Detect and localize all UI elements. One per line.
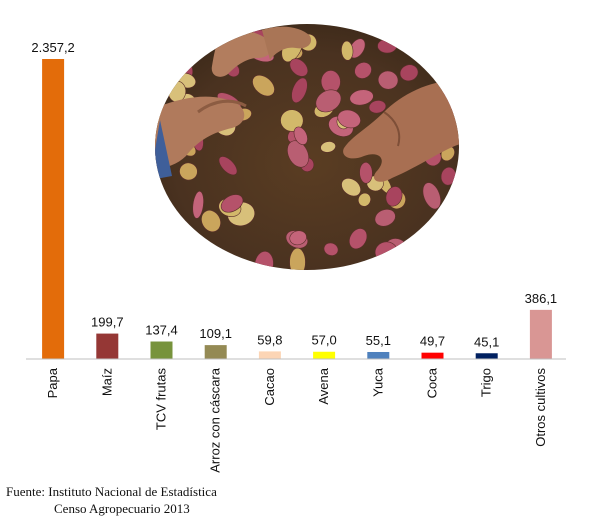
potato-shape bbox=[196, 24, 224, 44]
potato-shape bbox=[359, 161, 373, 184]
potato-shape bbox=[374, 209, 396, 227]
potato-shape bbox=[377, 70, 399, 90]
potato-shape bbox=[188, 24, 212, 46]
value-label-trigo: 45,1 bbox=[474, 334, 499, 349]
category-label-arroz-con-cascara: Arroz con cáscara bbox=[208, 367, 223, 473]
value-label-tcv-frutas: 137,4 bbox=[145, 323, 178, 338]
bar-yuca bbox=[367, 351, 390, 359]
value-label-avena: 57,0 bbox=[311, 333, 336, 348]
bar-avena bbox=[313, 351, 336, 359]
bar-cacao bbox=[258, 351, 281, 359]
potato-shape bbox=[155, 208, 176, 229]
potato-shape bbox=[341, 177, 361, 197]
category-label-maiz: Maíz bbox=[99, 368, 114, 396]
potato-shape bbox=[156, 61, 175, 87]
potato-shape bbox=[280, 109, 304, 132]
bar-maiz bbox=[96, 333, 119, 359]
bar-arroz-con-cascara bbox=[204, 345, 227, 359]
potato-shape bbox=[201, 209, 221, 233]
potato-shape bbox=[348, 228, 368, 250]
potato-shape bbox=[399, 64, 419, 82]
value-label-cacao: 59,8 bbox=[257, 332, 282, 347]
potato-shape bbox=[179, 162, 198, 181]
value-label-arroz-con-cascara: 109,1 bbox=[199, 326, 232, 341]
value-label-maiz: 199,7 bbox=[91, 315, 124, 330]
potato-shape bbox=[436, 24, 454, 39]
potato-shape bbox=[385, 186, 403, 207]
bar-tcv-frutas bbox=[150, 341, 173, 359]
source-line-2: Censo Agropecuario 2013 bbox=[54, 501, 190, 516]
value-label-otros-cultivos: 386,1 bbox=[525, 291, 558, 306]
value-label-papa: 2.357,2 bbox=[31, 40, 74, 55]
potato-shape bbox=[218, 156, 238, 176]
potato-shape bbox=[341, 40, 354, 61]
bar-coca bbox=[421, 352, 444, 359]
potato-shape bbox=[377, 38, 398, 54]
value-label-yuca: 55,1 bbox=[366, 333, 391, 348]
potato-shape bbox=[287, 140, 309, 168]
category-label-papa: Papa bbox=[45, 367, 60, 398]
potato-shape bbox=[337, 109, 361, 129]
source-line-1: Fuente: Instituto Nacional de Estadístic… bbox=[6, 484, 217, 499]
potato-shape bbox=[403, 249, 422, 269]
potato-shape bbox=[439, 209, 459, 235]
potato-shape bbox=[323, 242, 339, 256]
potato-shape bbox=[315, 89, 342, 113]
potato-shape bbox=[422, 45, 438, 65]
potato-shape bbox=[415, 246, 437, 269]
category-label-cacao: Cacao bbox=[262, 368, 277, 406]
potato-shape bbox=[172, 243, 196, 261]
potato-shape bbox=[357, 192, 371, 207]
category-label-trigo: Trigo bbox=[479, 368, 494, 397]
potato-shape bbox=[289, 230, 307, 246]
category-label-otros-cultivos: Otros cultivos bbox=[533, 368, 548, 447]
potato-shape bbox=[320, 141, 336, 153]
potato-shape bbox=[220, 194, 244, 213]
potato-shape bbox=[349, 89, 374, 106]
potato-shape bbox=[289, 247, 306, 270]
category-label-coca: Coca bbox=[425, 367, 440, 398]
potato-shape bbox=[252, 74, 275, 97]
bar-otros-cultivos bbox=[529, 309, 552, 359]
potato-shape bbox=[293, 126, 308, 145]
potato-shape bbox=[443, 236, 458, 253]
potato-shape bbox=[173, 230, 194, 252]
value-label-coca: 49,7 bbox=[420, 334, 445, 349]
bar-papa bbox=[42, 59, 65, 359]
potato-shape bbox=[173, 24, 196, 47]
category-label-avena: Avena bbox=[316, 367, 331, 404]
potato-shape bbox=[291, 77, 308, 104]
plot-area: 2.357,2 Papa 199,7 Maíz 137,4 TCV frutas 109,1… bbox=[31, 40, 557, 473]
category-label-yuca: Yuca bbox=[370, 367, 385, 397]
potato-shape bbox=[155, 255, 172, 270]
category-label-tcv-frutas: TCV frutas bbox=[154, 368, 169, 431]
potato-shape bbox=[289, 58, 309, 77]
potato-harvest-photo bbox=[155, 24, 459, 270]
potato-shape bbox=[368, 100, 387, 114]
potato-shape bbox=[422, 182, 441, 210]
potato-shape bbox=[192, 190, 204, 219]
bar-trigo bbox=[475, 353, 498, 359]
potato-shape bbox=[176, 38, 193, 54]
potato-shape bbox=[354, 62, 372, 79]
